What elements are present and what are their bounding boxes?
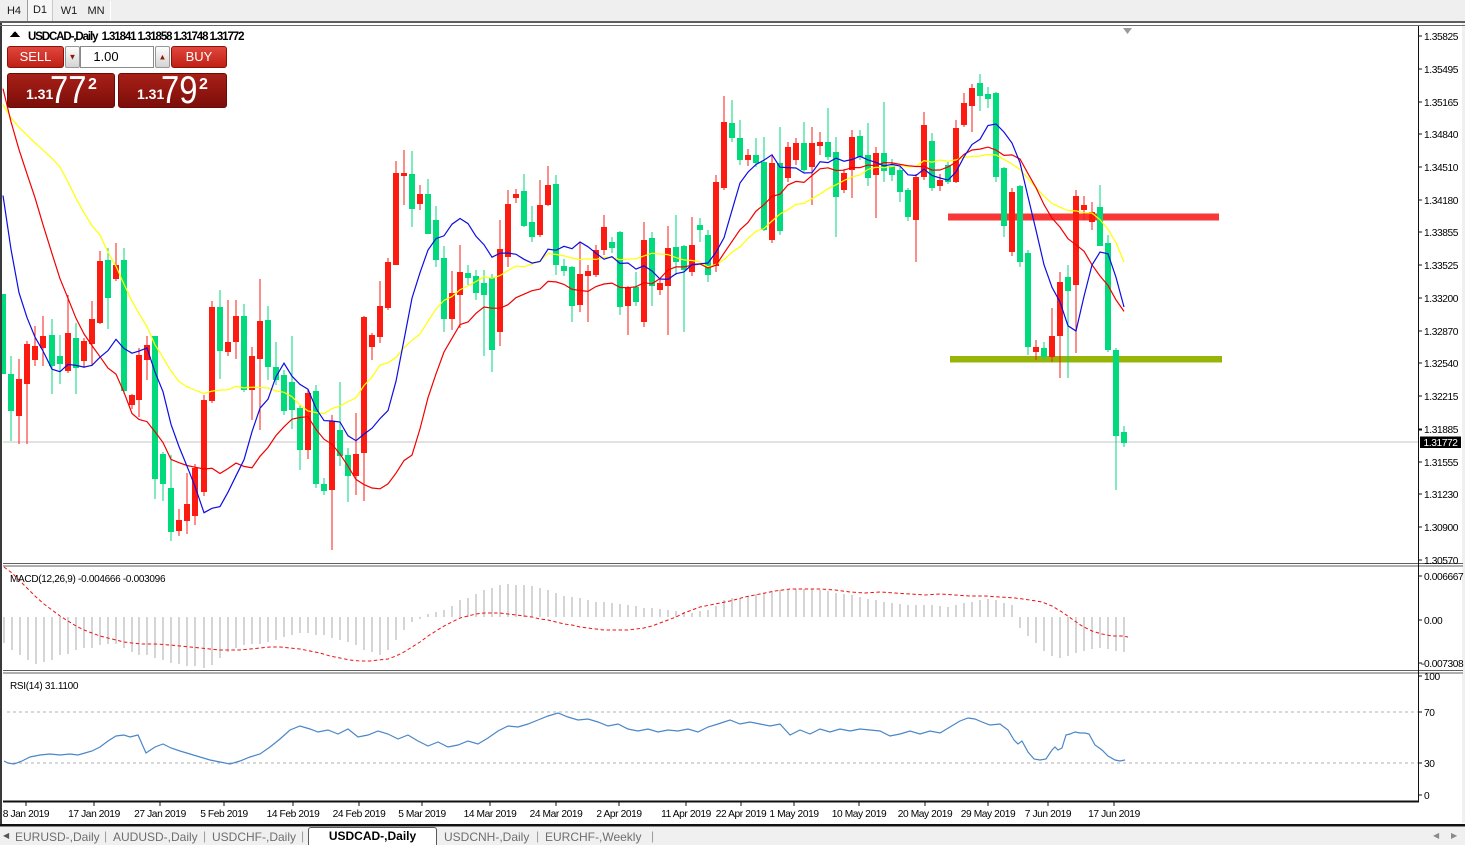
svg-text:1.34510: 1.34510 xyxy=(1424,163,1459,174)
svg-text:29 May 2019: 29 May 2019 xyxy=(961,809,1016,820)
svg-text:1.34840: 1.34840 xyxy=(1424,130,1459,141)
svg-text:14 Mar 2019: 14 Mar 2019 xyxy=(464,809,518,820)
svg-text:1.30570: 1.30570 xyxy=(1424,556,1459,567)
svg-text:14 Feb 2019: 14 Feb 2019 xyxy=(267,809,321,820)
svg-text:0.006667: 0.006667 xyxy=(1424,572,1464,583)
svg-text:17 Jun 2019: 17 Jun 2019 xyxy=(1088,809,1140,820)
svg-text:2 Apr 2019: 2 Apr 2019 xyxy=(596,809,642,820)
svg-text:1.32870: 1.32870 xyxy=(1424,327,1459,338)
svg-text:0: 0 xyxy=(1424,791,1430,802)
svg-text:1.33855: 1.33855 xyxy=(1424,228,1459,239)
svg-text:MACD(12,26,9) -0.004666 -0.003: MACD(12,26,9) -0.004666 -0.003096 xyxy=(10,574,166,585)
svg-text:27 Jan 2019: 27 Jan 2019 xyxy=(134,809,186,820)
svg-text:USDCAD-,Daily 1.31841 1.31858: USDCAD-,Daily 1.31841 1.31858 1.31748 1.… xyxy=(28,31,244,43)
svg-text:5 Feb 2019: 5 Feb 2019 xyxy=(200,809,248,820)
svg-text:7 Jun 2019: 7 Jun 2019 xyxy=(1025,809,1072,820)
svg-text:17 Jan 2019: 17 Jan 2019 xyxy=(68,809,120,820)
svg-text:RSI(14) 31.1100: RSI(14) 31.1100 xyxy=(10,681,79,692)
svg-text:1.32540: 1.32540 xyxy=(1424,359,1459,370)
svg-text:30: 30 xyxy=(1424,759,1435,770)
svg-text:1.30900: 1.30900 xyxy=(1424,523,1459,534)
svg-text:1.35495: 1.35495 xyxy=(1424,65,1459,76)
svg-text:1.35825: 1.35825 xyxy=(1424,32,1459,43)
svg-text:70: 70 xyxy=(1424,708,1435,719)
svg-text:20 May 2019: 20 May 2019 xyxy=(898,809,953,820)
svg-text:0.00: 0.00 xyxy=(1424,616,1443,627)
svg-text:1.33525: 1.33525 xyxy=(1424,261,1459,272)
svg-text:1.31772: 1.31772 xyxy=(1424,438,1459,449)
svg-text:24 Feb 2019: 24 Feb 2019 xyxy=(333,809,387,820)
svg-text:100: 100 xyxy=(1424,672,1441,683)
svg-text:1.31230: 1.31230 xyxy=(1424,490,1459,501)
svg-text:24 Mar 2019: 24 Mar 2019 xyxy=(530,809,584,820)
svg-text:1.31555: 1.31555 xyxy=(1424,458,1459,469)
svg-text:1.31885: 1.31885 xyxy=(1424,425,1459,436)
svg-text:22 Apr 2019: 22 Apr 2019 xyxy=(716,809,767,820)
svg-text:1.32215: 1.32215 xyxy=(1424,392,1459,403)
svg-text:1 May 2019: 1 May 2019 xyxy=(769,809,819,820)
svg-text:5 Mar 2019: 5 Mar 2019 xyxy=(398,809,446,820)
svg-text:1.35165: 1.35165 xyxy=(1424,98,1459,109)
svg-text:8 Jan 2019: 8 Jan 2019 xyxy=(3,809,50,820)
svg-text:10 May 2019: 10 May 2019 xyxy=(832,809,887,820)
svg-text:1.33200: 1.33200 xyxy=(1424,294,1459,305)
svg-text:1.34180: 1.34180 xyxy=(1424,196,1459,207)
svg-text:-0.007308: -0.007308 xyxy=(1421,659,1464,670)
svg-text:11 Apr 2019: 11 Apr 2019 xyxy=(661,809,712,820)
